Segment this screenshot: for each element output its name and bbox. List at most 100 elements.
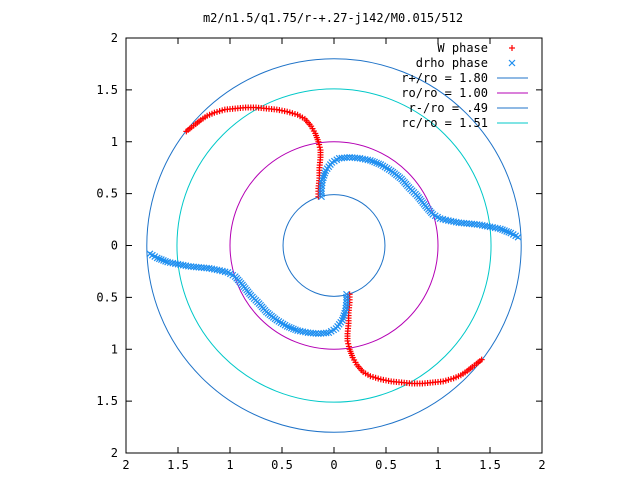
drho-phase-point: [171, 260, 179, 268]
circle-r+ro: [146, 58, 522, 433]
drho-phase-point: [343, 293, 350, 301]
drho-phase-point: [285, 323, 293, 331]
drho-phase-point: [343, 290, 350, 298]
y-tick-label: 1.5: [96, 83, 118, 97]
drho-phase-point: [160, 257, 167, 264]
drho-phase-point: [369, 157, 376, 165]
w-phase-point: [345, 343, 352, 350]
points-layer: [146, 104, 522, 387]
w-phase-point: [317, 147, 324, 154]
drho-phase-point: [184, 262, 192, 270]
circle-roro: [229, 141, 439, 350]
w-phase-point: [316, 144, 323, 151]
drho-phase-point: [494, 224, 502, 232]
drho-phase-point: [342, 304, 350, 312]
drho-phase-point: [481, 222, 489, 230]
w-phase-point: [478, 356, 485, 363]
drho-phase-point: [359, 155, 367, 163]
drho-phase-point: [343, 299, 350, 306]
drho-phase-point: [162, 257, 169, 265]
drho-phase-point: [318, 187, 325, 195]
drho-phase-point: [491, 224, 499, 232]
drho-phase-point: [169, 259, 177, 267]
x-tick-label: 1: [434, 458, 441, 472]
drho-phase-point: [505, 228, 513, 236]
y-tick-label: 1: [111, 342, 118, 356]
drho-phase-point: [164, 258, 172, 266]
drho-phase-point: [166, 259, 174, 267]
drho-phase-point: [287, 324, 295, 332]
drho-phase-point: [182, 262, 190, 270]
chart-title: m2/n1.5/q1.75/r-+.27-j142/M0.015/512: [203, 11, 463, 25]
x-tick-label: 2: [538, 458, 545, 472]
drho-phase-point: [290, 325, 297, 333]
x-tick-label: 1.5: [479, 458, 501, 472]
circle-rcro: [176, 88, 492, 403]
drho-phase-point: [343, 154, 351, 161]
x-tick-label: 0.5: [375, 458, 397, 472]
circle-r-ro: [282, 194, 386, 297]
drho-phase-point: [483, 222, 491, 230]
drho-phase-point: [489, 223, 497, 231]
axes-layer: 2 1.5 1 0.5 0 0.5 1 1.5 221.510.500.511.52: [96, 31, 545, 472]
y-tick-label: 2: [111, 446, 118, 460]
legend-label: ro/ro = 1.00: [401, 86, 488, 100]
drho-phase-point: [373, 159, 381, 167]
drho-phase-point: [476, 221, 484, 229]
drho-phase-point: [318, 182, 326, 190]
drho-phase-point: [339, 314, 347, 322]
drho-phase-point: [503, 227, 511, 235]
drho-phase-point: [340, 312, 348, 319]
drho-phase-point: [318, 179, 326, 187]
drho-phase-point: [364, 156, 372, 164]
y-tick-label: 0.5: [96, 290, 118, 304]
y-tick-label: 1: [111, 135, 118, 149]
drho-phase-point: [496, 225, 504, 233]
drho-phase-point: [318, 190, 325, 198]
w-phase-point: [216, 108, 223, 115]
legend-swatch: [508, 59, 516, 67]
drho-phase-point: [341, 309, 349, 317]
drho-phase-point: [319, 176, 326, 184]
x-tick-label: 1: [226, 458, 233, 472]
drho-phase-point: [296, 327, 304, 335]
w-phase-point: [214, 108, 220, 115]
drho-phase-point: [155, 255, 163, 263]
y-tick-label: 0.5: [96, 187, 118, 201]
drho-phase-point: [299, 328, 307, 336]
legend-label: r-/ro = .49: [409, 101, 488, 115]
drho-phase-point: [375, 160, 383, 168]
drho-phase-point: [478, 221, 486, 229]
drho-phase-point: [317, 330, 325, 337]
legend-label: drho phase: [416, 56, 488, 70]
drho-phase-point: [366, 157, 374, 164]
w-phase-point: [345, 340, 352, 347]
drho-phase-point: [216, 266, 224, 274]
drho-phase-point: [157, 256, 165, 264]
circles-layer: [146, 58, 522, 433]
drho-phase-point: [146, 250, 154, 258]
drho-phase-point: [179, 261, 187, 269]
legend-label: W phase: [437, 41, 488, 55]
x-tick-label: 1.5: [167, 458, 189, 472]
drho-phase-point: [342, 307, 349, 315]
drho-phase-point: [450, 218, 458, 226]
drho-phase-point: [499, 226, 506, 234]
drho-phase-point: [356, 154, 364, 162]
drho-phase-point: [320, 172, 328, 179]
y-tick-label: 2: [111, 31, 118, 45]
y-tick-label: 0: [111, 239, 118, 253]
drho-phase-point: [318, 193, 325, 201]
drho-phase-point: [371, 158, 378, 166]
legend-label: r+/ro = 1.80: [401, 71, 488, 85]
x-tick-label: 2: [122, 458, 129, 472]
drho-phase-point: [174, 260, 182, 268]
drho-phase-point: [318, 185, 325, 192]
y-tick-label: 1.5: [96, 394, 118, 408]
drho-phase-point: [304, 329, 312, 337]
drho-phase-point: [301, 328, 309, 336]
drho-phase-point: [486, 223, 494, 231]
drho-phase-point: [342, 301, 350, 309]
drho-phase-point: [294, 327, 302, 334]
